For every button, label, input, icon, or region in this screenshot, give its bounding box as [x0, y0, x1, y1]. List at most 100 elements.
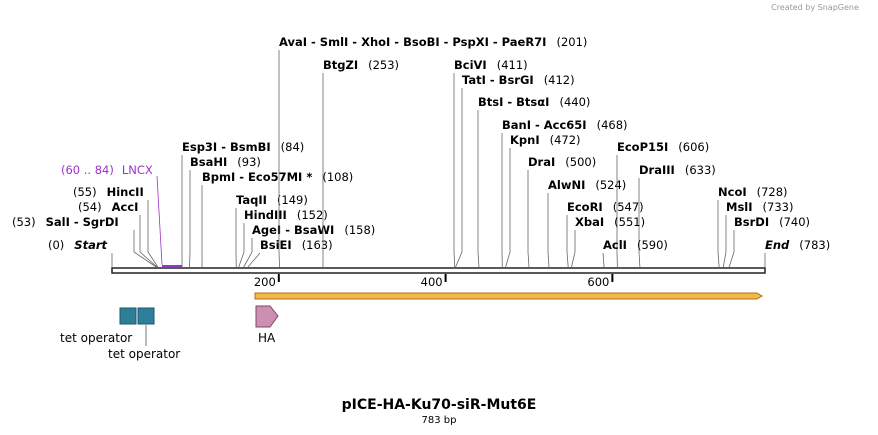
site-leader: [278, 50, 281, 268]
site-position: (524): [595, 178, 626, 192]
backbone: [111, 267, 766, 274]
site-position: (547): [613, 200, 644, 214]
site-name: SalI - SgrDI: [46, 215, 119, 229]
site-label: End (783): [765, 238, 830, 252]
site-label: (55) HincII: [73, 185, 144, 199]
site-position: (551): [614, 215, 645, 229]
site-label: BciVI (411): [454, 58, 528, 72]
site-position: (472): [550, 133, 581, 147]
site-name: MslI: [726, 200, 753, 214]
site-label: BsrDI (740): [734, 215, 810, 229]
site-position: (783): [799, 238, 830, 252]
site-name: BsaHI: [190, 155, 227, 169]
site-label: (53) SalI - SgrDI: [12, 215, 119, 229]
site-label: BpmI - Eco57MI * (108): [202, 170, 353, 184]
feature-label: tet operator: [60, 331, 132, 345]
site-label: HindIII (152): [244, 208, 328, 222]
site-name: Esp3I - BsmBI: [182, 140, 271, 154]
feature-name: LNCX: [122, 163, 153, 177]
site-leader: [547, 193, 550, 268]
tet-box: [137, 307, 155, 325]
site-name: TatI - BsrGI: [462, 73, 534, 87]
site-label: MslI (733): [726, 200, 793, 214]
site-name: AgeI - BsaWI: [252, 223, 334, 237]
site-label: EcoRI (547): [567, 200, 644, 214]
site-label: BtsI - BtsαI (440): [478, 95, 590, 109]
ruler-label: 200: [254, 275, 276, 289]
feature-label: (60 .. 84) LNCX: [61, 163, 153, 177]
site-label: BanI - Acc65I (468): [502, 118, 628, 132]
site-name: TaqII: [236, 193, 267, 207]
site-position: (728): [757, 185, 788, 199]
site-name: BtsI - BtsαI: [478, 95, 549, 109]
site-name: BsrDI: [734, 215, 769, 229]
site-position: (500): [565, 155, 596, 169]
site-leader: [728, 230, 735, 268]
feature-label: HA: [258, 331, 276, 345]
site-leader: [571, 230, 576, 268]
tet-box: [119, 307, 137, 325]
site-label: BsiEI (163): [260, 238, 333, 252]
site-position: (0): [48, 238, 64, 252]
site-name: DraIII: [639, 163, 675, 177]
site-position: (149): [277, 193, 308, 207]
site-name: AvaI - SmlI - XhoI - BsoBI - PspXI - Pae…: [279, 35, 546, 49]
site-name: Start: [74, 238, 107, 252]
title: pICE-HA-Ku70-siR-Mut6E: [342, 397, 537, 413]
site-label: DraI (500): [528, 155, 596, 169]
site-position: (53): [12, 215, 36, 229]
feature-range: (60 .. 84): [61, 163, 114, 177]
site-name: BsiEI: [260, 238, 292, 252]
site-position: (108): [322, 170, 353, 184]
site-position: (740): [779, 215, 810, 229]
site-label: AgeI - BsaWI (158): [252, 223, 375, 237]
site-position: (633): [685, 163, 716, 177]
lncx-leader: [156, 175, 163, 266]
site-leader: [147, 200, 159, 268]
site-position: (468): [597, 118, 628, 132]
site-leader: [477, 110, 480, 268]
site-name: AccI: [112, 200, 139, 214]
site-position: (158): [344, 223, 375, 237]
site-name: BpmI - Eco57MI *: [202, 170, 312, 184]
site-name: BtgZI: [323, 58, 358, 72]
site-name: AclI: [603, 238, 627, 252]
site-leader: [243, 238, 253, 268]
site-leader: [505, 148, 511, 268]
site-position: (152): [297, 208, 328, 222]
site-leader: [717, 200, 720, 268]
site-label: DraIII (633): [639, 163, 716, 177]
site-label: BsaHI (93): [190, 155, 261, 169]
site-leader: [247, 252, 261, 268]
site-leader: [453, 73, 456, 268]
site-label: NcoI (728): [718, 185, 788, 199]
site-label: AlwNI (524): [548, 178, 626, 192]
site-leader: [602, 252, 605, 268]
site-name: BciVI: [454, 58, 487, 72]
site-leader: [455, 88, 463, 268]
site-label: XbaI (551): [575, 215, 645, 229]
site-label: AvaI - SmlI - XhoI - BsoBI - PspXI - Pae…: [279, 35, 587, 49]
site-name: AlwNI: [548, 178, 585, 192]
site-position: (55): [73, 185, 97, 199]
site-name: DraI: [528, 155, 555, 169]
site-label: Esp3I - BsmBI (84): [182, 140, 304, 154]
site-position: (163): [302, 238, 333, 252]
site-label: TatI - BsrGI (412): [462, 73, 575, 87]
ha-arrow: [255, 305, 279, 328]
site-position: (201): [556, 35, 587, 49]
site-position: (84): [281, 140, 305, 154]
site-position: (590): [637, 238, 668, 252]
feature-label: tet operator: [108, 347, 180, 361]
site-label: BtgZI (253): [323, 58, 399, 72]
site-label: (54) AccI: [78, 200, 138, 214]
ruler-label: 400: [421, 275, 443, 289]
orange-feature: [254, 292, 763, 300]
site-position: (411): [497, 58, 528, 72]
site-position: (412): [544, 73, 575, 87]
site-label: KpnI (472): [510, 133, 581, 147]
site-position: (733): [763, 200, 794, 214]
site-leader: [139, 215, 158, 268]
credit: Created by SnapGene: [771, 3, 859, 12]
